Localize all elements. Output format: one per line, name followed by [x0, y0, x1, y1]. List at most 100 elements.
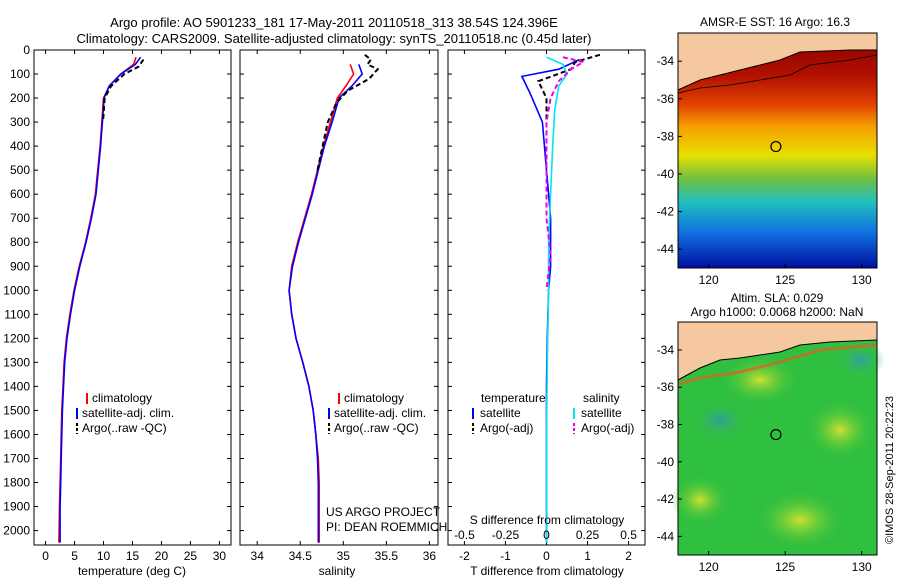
y-tick-label: 1400 — [3, 379, 30, 393]
s-tick-label: 0 — [543, 528, 550, 542]
temperature-plot-frame — [33, 49, 232, 546]
s-difference-label: S difference from climatology — [470, 513, 625, 527]
x-tick-label: 0 — [543, 549, 550, 563]
temperature-xlabel: temperature (deg C) — [78, 564, 186, 578]
y-tick-label: 1000 — [3, 283, 30, 297]
land-mask — [678, 322, 877, 380]
x-tick-label: 0 — [42, 549, 49, 563]
x-tick-label: 36 — [423, 549, 437, 563]
lat-tick-label: -40 — [657, 455, 675, 469]
lon-tick-label: 130 — [852, 560, 872, 574]
salinity-plot: 34 34.5 35 35.5 36 — [240, 49, 438, 563]
y-tick-label: 0 — [23, 43, 30, 57]
series-argo-raw-qc- — [316, 54, 380, 171]
s-tick-label: 0.25 — [576, 528, 600, 542]
sst-map — [677, 32, 878, 269]
x-tick-label: 15 — [126, 549, 140, 563]
lat-tick-label: -44 — [657, 529, 675, 543]
series-satellite-adj-clim- — [288, 64, 364, 543]
header-line-2: Climatology: CARS2009. Satellite-adjuste… — [77, 31, 592, 46]
x-tick-label: 25 — [184, 549, 198, 563]
x-tick-label: 10 — [97, 549, 111, 563]
lat-tick-label: -42 — [657, 205, 675, 219]
x-tick-label: -2 — [459, 549, 470, 563]
legend-temp-satellite: satellite — [480, 406, 521, 420]
y-tick-label: 1500 — [3, 403, 30, 417]
lat-tick-label: -38 — [657, 129, 675, 143]
header-line-1: Argo profile: AO 5901233_181 17-May-2011… — [110, 15, 558, 30]
legend-satellite-adj: satellite-adj. clim. — [82, 406, 174, 420]
y-tick-label: 900 — [10, 259, 30, 273]
t-difference-xlabel: T difference from climatology — [470, 564, 624, 578]
difference-legend: temperature satellite Argo(-adj) salinit… — [472, 391, 634, 435]
legend-temperature-title: temperature — [481, 391, 546, 405]
lon-tick-label: 130 — [852, 273, 872, 287]
legend-climatology: climatology — [92, 391, 152, 405]
y-tick-label: 1900 — [3, 500, 30, 514]
y-tick-label: 600 — [10, 187, 30, 201]
y-tick-label: 1800 — [3, 476, 30, 490]
y-tick-label: 1200 — [3, 331, 30, 345]
sla-map — [670, 321, 885, 556]
coastline — [677, 339, 878, 381]
x-tick-label: 5 — [71, 549, 78, 563]
isobath — [677, 54, 878, 94]
y-tick-label: 500 — [10, 163, 30, 177]
lat-tick-label: -36 — [657, 380, 675, 394]
sla-map-title: Altim. SLA: 0.029 — [731, 291, 824, 305]
legend-temp-argo: Argo(-adj) — [480, 421, 533, 435]
lat-tick-label: -34 — [657, 54, 675, 68]
y-tick-label: 1600 — [3, 427, 30, 441]
legend-satellite-adj: satellite-adj. clim. — [334, 406, 426, 420]
x-tick-label: 34.5 — [289, 549, 313, 563]
x-tick-label: 20 — [155, 549, 169, 563]
series-climatology — [58, 56, 137, 543]
sla-map-axes: 120 125 130 -34 -36 -38 -40 -42 -44 — [657, 343, 872, 574]
land-mask — [678, 33, 877, 90]
coastline — [677, 49, 877, 91]
series-temperature-argo-adj- — [536, 53, 601, 171]
s-tick-label: -0.25 — [492, 528, 520, 542]
series-temperature-satellite — [520, 58, 580, 543]
series-climatology — [288, 64, 355, 543]
y-tick-label: 1700 — [3, 451, 30, 465]
x-tick-label: 2 — [625, 549, 632, 563]
sst-map-title: AMSR-E SST: 16 Argo: 16.3 — [700, 15, 850, 29]
y-tick-label: 800 — [10, 235, 30, 249]
legend-sal-satellite: satellite — [581, 406, 622, 420]
project-note-line-2: PI: DEAN ROEMMICH — [326, 520, 447, 534]
lat-tick-label: -42 — [657, 492, 675, 506]
lat-tick-label: -40 — [657, 167, 675, 181]
y-tick-label: 400 — [10, 139, 30, 153]
imos-credit: ©IMOS 28-Sep-2011 20:22:23 — [884, 396, 896, 544]
legend-salinity-title: salinity — [583, 391, 620, 405]
s-difference-ticks: -0.5 -0.25 0 0.25 0.5 — [454, 528, 637, 542]
s-tick-label: 0.5 — [620, 528, 637, 542]
x-tick-label: -1 — [500, 549, 511, 563]
x-tick-label: 30 — [213, 549, 227, 563]
salinity-legend: climatology satellite-adj. clim. Argo(..… — [328, 391, 426, 435]
sst-map-axes: 120 125 130 -34 -36 -38 -40 -42 -44 — [657, 54, 872, 287]
legend-argo: Argo(..raw -QC) — [82, 421, 167, 435]
salinity-xlabel: salinity — [319, 564, 356, 578]
x-tick-label: 34 — [251, 549, 265, 563]
series-salinity-satellite — [545, 56, 568, 543]
argo-location-marker — [770, 428, 782, 441]
sla-map-subtitle: Argo h1000: 0.0068 h2000: NaN — [691, 305, 864, 319]
x-tick-label: 1 — [584, 549, 591, 563]
y-tick-label: 100 — [10, 67, 30, 81]
legend-sal-argo: Argo(-adj) — [581, 421, 634, 435]
x-tick-label: 35 — [337, 549, 351, 563]
series-salinity-argo-adj- — [545, 56, 587, 291]
series-satellite-adj-clim- — [59, 56, 142, 543]
temperature-plot: 0100200300400500600700800900100011001200… — [3, 43, 231, 563]
lon-tick-label: 120 — [699, 273, 719, 287]
y-tick-label: 700 — [10, 211, 30, 225]
y-tick-label: 1100 — [4, 307, 30, 321]
salinity-plot-frame — [239, 49, 439, 546]
lat-tick-label: -44 — [657, 242, 675, 256]
x-tick-label: 35.5 — [375, 549, 399, 563]
lon-tick-label: 125 — [775, 273, 795, 287]
legend-argo: Argo(..raw -QC) — [334, 421, 419, 435]
